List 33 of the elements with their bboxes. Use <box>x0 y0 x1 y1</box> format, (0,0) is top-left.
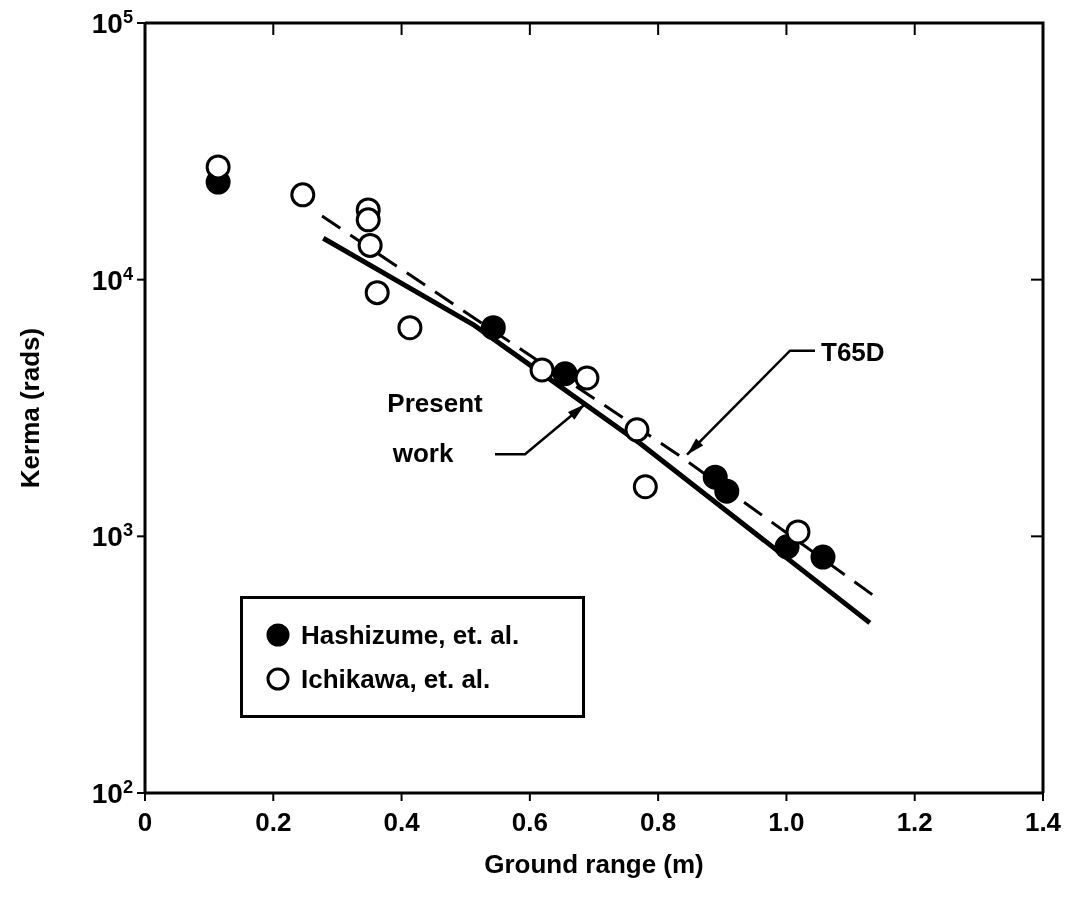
point <box>574 365 600 391</box>
x-tick-label: 1.2 <box>896 807 933 837</box>
x-tick-label: 0.8 <box>640 807 677 837</box>
point <box>397 315 423 341</box>
point <box>785 519 811 545</box>
point <box>355 207 381 233</box>
legend-label: Hashizume, et. al. <box>301 619 520 651</box>
annotation: Present work <box>387 388 484 469</box>
point <box>810 544 836 570</box>
y-tick-label: 10$^{5}$ <box>91 7 133 39</box>
x-tick-label: 0.2 <box>255 807 292 837</box>
x-axis-title: Ground range (m) <box>484 849 704 879</box>
legend-label: Ichikawa, et. al. <box>301 663 491 695</box>
x-tick-label: 1.0 <box>768 807 805 837</box>
x-tick-label: 1.4 <box>1024 807 1062 837</box>
y-axis-title: Kerma (rads) <box>15 327 46 489</box>
x-tick-label: 0.4 <box>383 807 421 837</box>
y-tick-label: 10$^{2}$ <box>91 777 133 809</box>
point <box>364 280 390 306</box>
point <box>552 361 578 387</box>
y-tick-label: 10$^{4}$ <box>91 263 134 296</box>
point <box>205 154 231 180</box>
point <box>290 182 316 208</box>
x-tick-label: 0.6 <box>511 807 548 837</box>
point <box>624 417 650 443</box>
point <box>714 478 740 504</box>
point <box>480 315 506 341</box>
annotation: T65D <box>821 336 885 367</box>
x-tick-label: 0 <box>137 807 153 837</box>
y-tick-label: 10$^{3}$ <box>91 520 133 553</box>
point <box>632 474 658 500</box>
point <box>357 232 383 258</box>
point <box>529 357 555 383</box>
